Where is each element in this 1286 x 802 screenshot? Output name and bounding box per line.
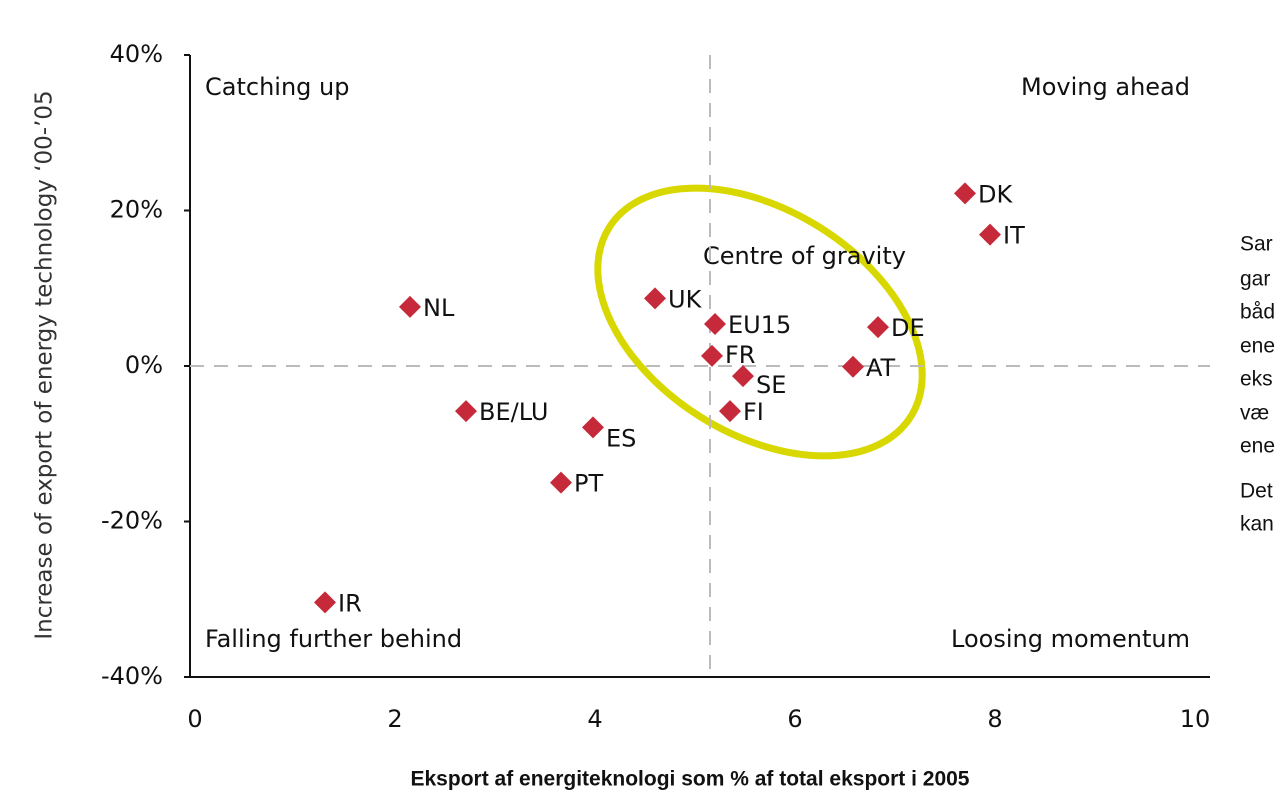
point-label: PT [574,470,603,498]
point [719,400,741,423]
x-tick-label: 10 [1180,705,1211,733]
point-label: BE/LU [479,398,548,426]
point [455,400,477,423]
side-text: væ [1240,402,1269,425]
point [644,287,666,310]
centre-ellipse [594,184,926,460]
side-text: eks [1240,368,1273,391]
x-tick-label: 8 [987,705,1002,733]
y-tick-label: -40% [101,662,163,690]
point-label: DE [891,314,925,342]
y-tick-label: 20% [110,196,163,224]
y-tick-label: 0% [125,351,163,379]
point-label: SE [756,371,786,399]
side-text: ene [1240,435,1275,458]
quadrant-label: Loosing momentum [951,625,1190,653]
y-axis-label: Increase of export of energy technology … [32,90,58,639]
quadrant-label: Falling further behind [205,625,462,653]
point-label: UK [668,285,703,313]
side-text: Det [1240,480,1273,503]
x-tick-label: 4 [587,705,602,733]
y-tick-label: 40% [110,40,163,68]
point [399,295,421,318]
x-tick-label: 0 [187,705,202,733]
point-label: EU15 [728,311,791,339]
point [704,313,726,336]
point-label: FR [725,341,755,369]
point [867,316,889,339]
x-tick-label: 6 [787,705,802,733]
point-label: DK [978,180,1013,208]
side-text: Sar [1240,233,1273,256]
side-text: ene [1240,335,1275,358]
point-label: NL [423,294,455,322]
quadrant-label: Moving ahead [1021,73,1190,101]
x-tick-label: 2 [387,705,402,733]
point-label: AT [866,354,896,382]
x-axis-label: Eksport af energiteknologi som % af tota… [411,768,970,791]
side-text: båd [1240,301,1275,324]
quadrant-label: Catching up [205,73,349,101]
point [550,471,572,494]
point [979,223,1001,246]
point-label: ES [606,424,636,452]
point-label: FI [743,398,764,426]
point [314,591,336,614]
point [582,416,604,439]
ellipse-label: Centre of gravity [703,242,906,270]
point [954,182,976,205]
y-tick-label: -20% [101,507,163,535]
side-text: gar [1240,268,1270,291]
point [842,355,864,378]
point [701,344,723,367]
side-text: kan [1240,513,1274,536]
point-label: IT [1003,222,1025,250]
point-label: IR [338,589,362,617]
point [732,365,754,388]
